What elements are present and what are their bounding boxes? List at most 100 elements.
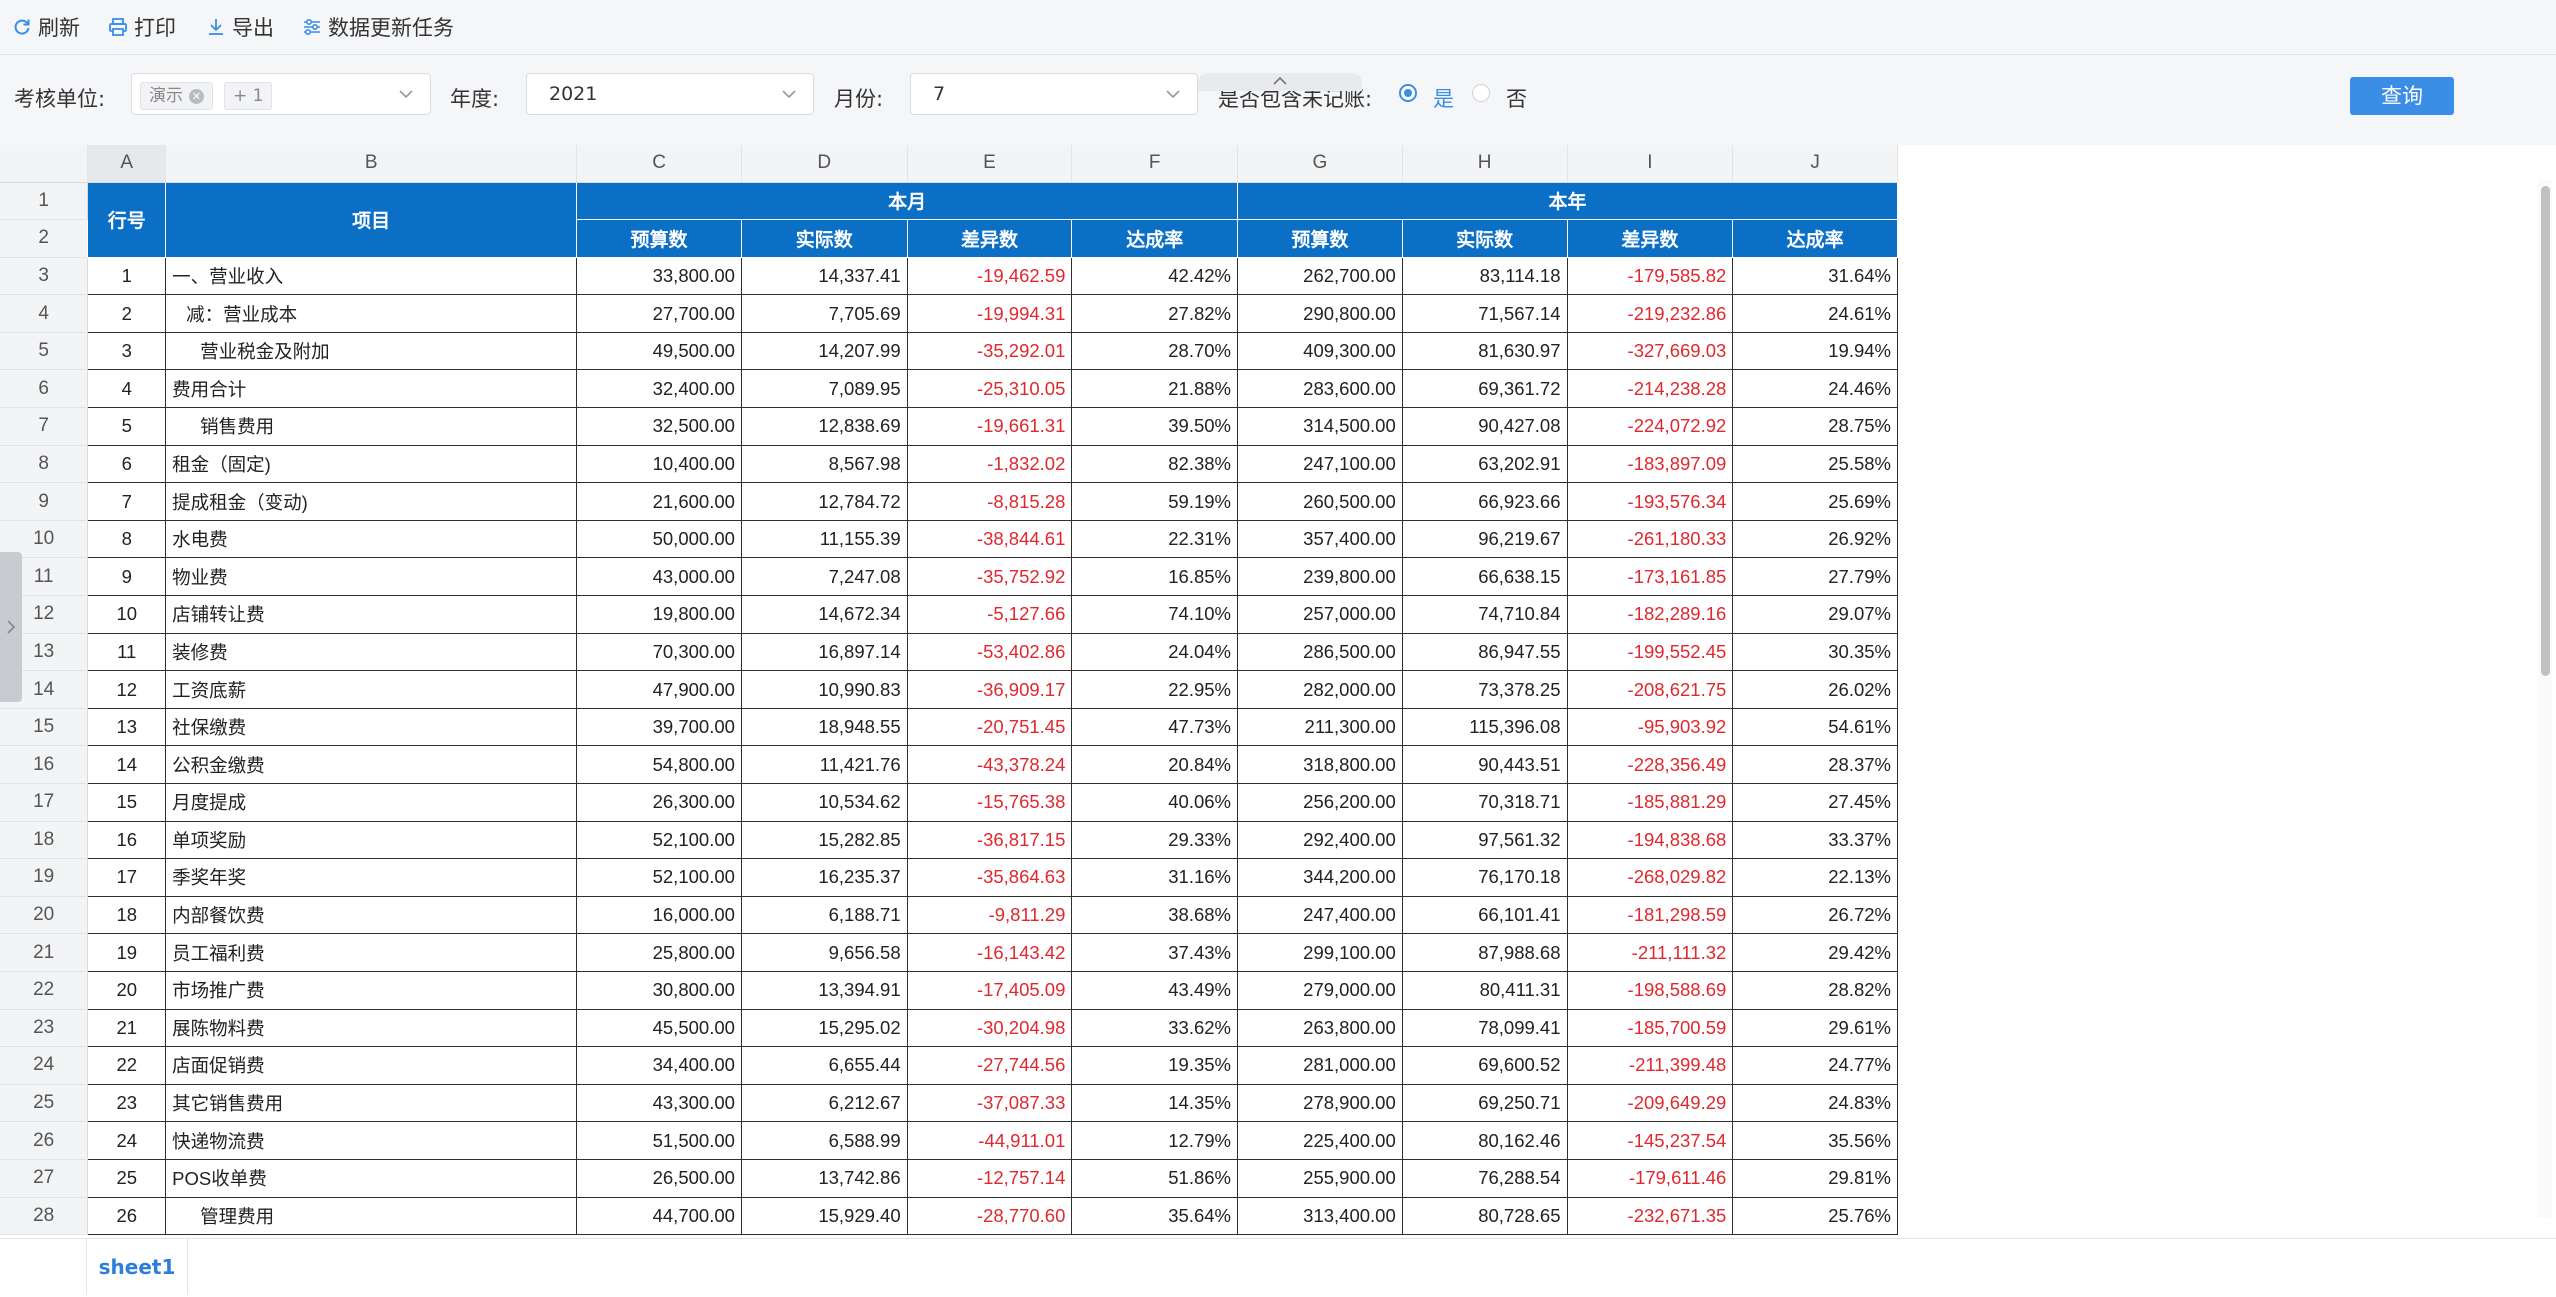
- month-budget-cell[interactable]: 43,000.00: [576, 557, 742, 597]
- month-budget-cell[interactable]: 45,500.00: [576, 1008, 742, 1048]
- col-letter[interactable]: B: [165, 145, 578, 183]
- header-achievement[interactable]: 达成率: [1071, 219, 1239, 258]
- row-no-cell[interactable]: 10: [87, 595, 167, 634]
- year-achievement-cell[interactable]: 25.58%: [1732, 444, 1898, 484]
- year-budget-cell[interactable]: 247,100.00: [1237, 444, 1403, 484]
- radio-yes[interactable]: [1399, 84, 1417, 102]
- year-actual-cell[interactable]: 83,114.18: [1401, 256, 1568, 296]
- year-variance-cell[interactable]: -214,238.28: [1566, 369, 1734, 409]
- year-achievement-cell[interactable]: 28.82%: [1732, 970, 1898, 1010]
- year-variance-cell[interactable]: -95,903.92: [1566, 707, 1734, 747]
- row-no-cell[interactable]: 22: [87, 1046, 167, 1085]
- item-cell[interactable]: 店面促销费: [165, 1046, 578, 1085]
- row-no-cell[interactable]: 3: [87, 331, 167, 371]
- year-budget-cell[interactable]: 211,300.00: [1237, 707, 1403, 747]
- year-variance-cell[interactable]: -185,700.59: [1566, 1008, 1734, 1048]
- row-number[interactable]: 9: [0, 482, 89, 521]
- year-variance-cell[interactable]: -219,232.86: [1566, 294, 1734, 333]
- header-achievement[interactable]: 达成率: [1732, 219, 1898, 258]
- year-actual-cell[interactable]: 96,219.67: [1401, 519, 1568, 559]
- month-actual-cell[interactable]: 15,295.02: [740, 1008, 908, 1048]
- year-variance-cell[interactable]: -194,838.68: [1566, 820, 1734, 860]
- row-number[interactable]: 28: [0, 1197, 89, 1236]
- year-budget-cell[interactable]: 256,200.00: [1237, 783, 1403, 822]
- month-variance-cell[interactable]: -35,292.01: [906, 331, 1073, 371]
- month-budget-cell[interactable]: 49,500.00: [576, 331, 742, 371]
- month-achievement-cell[interactable]: 47.73%: [1071, 707, 1239, 747]
- month-actual-cell[interactable]: 14,337.41: [740, 256, 908, 296]
- month-budget-cell[interactable]: 10,400.00: [576, 444, 742, 484]
- month-budget-cell[interactable]: 34,400.00: [576, 1046, 742, 1085]
- row-no-cell[interactable]: 26: [87, 1196, 167, 1236]
- header-actual[interactable]: 实际数: [1401, 219, 1568, 258]
- year-variance-cell[interactable]: -179,585.82: [1566, 256, 1734, 296]
- scrollbar-thumb[interactable]: [2541, 186, 2550, 676]
- year-budget-cell[interactable]: 314,500.00: [1237, 407, 1403, 446]
- item-cell[interactable]: 快递物流费: [165, 1121, 578, 1160]
- month-variance-cell[interactable]: -36,909.17: [906, 670, 1073, 709]
- year-achievement-cell[interactable]: 29.07%: [1732, 595, 1898, 634]
- year-budget-cell[interactable]: 225,400.00: [1237, 1121, 1403, 1160]
- col-letter[interactable]: H: [1402, 145, 1568, 183]
- item-cell[interactable]: 物业费: [165, 557, 578, 597]
- row-no-cell[interactable]: 8: [87, 519, 167, 559]
- year-budget-cell[interactable]: 290,800.00: [1237, 294, 1403, 333]
- year-variance-cell[interactable]: -232,671.35: [1566, 1196, 1734, 1236]
- year-achievement-cell[interactable]: 30.35%: [1732, 632, 1898, 672]
- month-budget-cell[interactable]: 19,800.00: [576, 595, 742, 634]
- year-variance-cell[interactable]: -185,881.29: [1566, 783, 1734, 822]
- row-no-cell[interactable]: 2: [87, 294, 167, 333]
- month-achievement-cell[interactable]: 12.79%: [1071, 1121, 1239, 1160]
- year-budget-cell[interactable]: 318,800.00: [1237, 745, 1403, 784]
- year-budget-cell[interactable]: 263,800.00: [1237, 1008, 1403, 1048]
- month-budget-cell[interactable]: 54,800.00: [576, 745, 742, 784]
- row-no-cell[interactable]: 11: [87, 632, 167, 672]
- year-achievement-cell[interactable]: 29.42%: [1732, 933, 1898, 972]
- year-actual-cell[interactable]: 63,202.91: [1401, 444, 1568, 484]
- row-no-cell[interactable]: 7: [87, 482, 167, 521]
- month-actual-cell[interactable]: 16,897.14: [740, 632, 908, 672]
- month-variance-cell[interactable]: -17,405.09: [906, 970, 1073, 1010]
- year-budget-cell[interactable]: 286,500.00: [1237, 632, 1403, 672]
- year-budget-cell[interactable]: 247,400.00: [1237, 895, 1403, 935]
- month-actual-cell[interactable]: 18,948.55: [740, 707, 908, 747]
- year-variance-cell[interactable]: -198,588.69: [1566, 970, 1734, 1010]
- year-actual-cell[interactable]: 69,361.72: [1401, 369, 1568, 409]
- year-variance-cell[interactable]: -182,289.16: [1566, 595, 1734, 634]
- row-number[interactable]: 20: [0, 896, 89, 935]
- month-actual-cell[interactable]: 6,188.71: [740, 895, 908, 935]
- year-budget-cell[interactable]: 260,500.00: [1237, 482, 1403, 521]
- row-no-cell[interactable]: 24: [87, 1121, 167, 1160]
- year-budget-cell[interactable]: 257,000.00: [1237, 595, 1403, 634]
- month-actual-cell[interactable]: 9,656.58: [740, 933, 908, 972]
- row-no-cell[interactable]: 20: [87, 970, 167, 1010]
- row-no-cell[interactable]: 19: [87, 933, 167, 972]
- header-variance[interactable]: 差异数: [1566, 219, 1734, 258]
- print-button[interactable]: 打印: [108, 10, 176, 44]
- year-achievement-cell[interactable]: 29.61%: [1732, 1008, 1898, 1048]
- year-achievement-cell[interactable]: 27.45%: [1732, 783, 1898, 822]
- month-variance-cell[interactable]: -12,757.14: [906, 1158, 1073, 1198]
- year-actual-cell[interactable]: 86,947.55: [1401, 632, 1568, 672]
- year-achievement-cell[interactable]: 33.37%: [1732, 820, 1898, 860]
- year-budget-cell[interactable]: 279,000.00: [1237, 970, 1403, 1010]
- corner-cell[interactable]: [0, 145, 89, 183]
- month-actual-cell[interactable]: 12,784.72: [740, 482, 908, 521]
- year-achievement-cell[interactable]: 24.83%: [1732, 1083, 1898, 1123]
- row-no-cell[interactable]: 15: [87, 783, 167, 822]
- radio-no-label[interactable]: 否: [1506, 87, 1527, 111]
- year-achievement-cell[interactable]: 24.77%: [1732, 1046, 1898, 1085]
- month-achievement-cell[interactable]: 43.49%: [1071, 970, 1239, 1010]
- month-achievement-cell[interactable]: 27.82%: [1071, 294, 1239, 333]
- year-variance-cell[interactable]: -211,399.48: [1566, 1046, 1734, 1085]
- month-variance-cell[interactable]: -16,143.42: [906, 933, 1073, 972]
- year-achievement-cell[interactable]: 22.13%: [1732, 858, 1898, 897]
- year-achievement-cell[interactable]: 26.92%: [1732, 519, 1898, 559]
- header-this-month[interactable]: 本月: [576, 181, 1239, 221]
- row-number[interactable]: 17: [0, 783, 89, 822]
- row-number[interactable]: 1: [0, 182, 89, 221]
- row-number[interactable]: 8: [0, 445, 89, 484]
- month-achievement-cell[interactable]: 16.85%: [1071, 557, 1239, 597]
- year-actual-cell[interactable]: 66,101.41: [1401, 895, 1568, 935]
- item-cell[interactable]: 减：营业成本: [165, 294, 578, 333]
